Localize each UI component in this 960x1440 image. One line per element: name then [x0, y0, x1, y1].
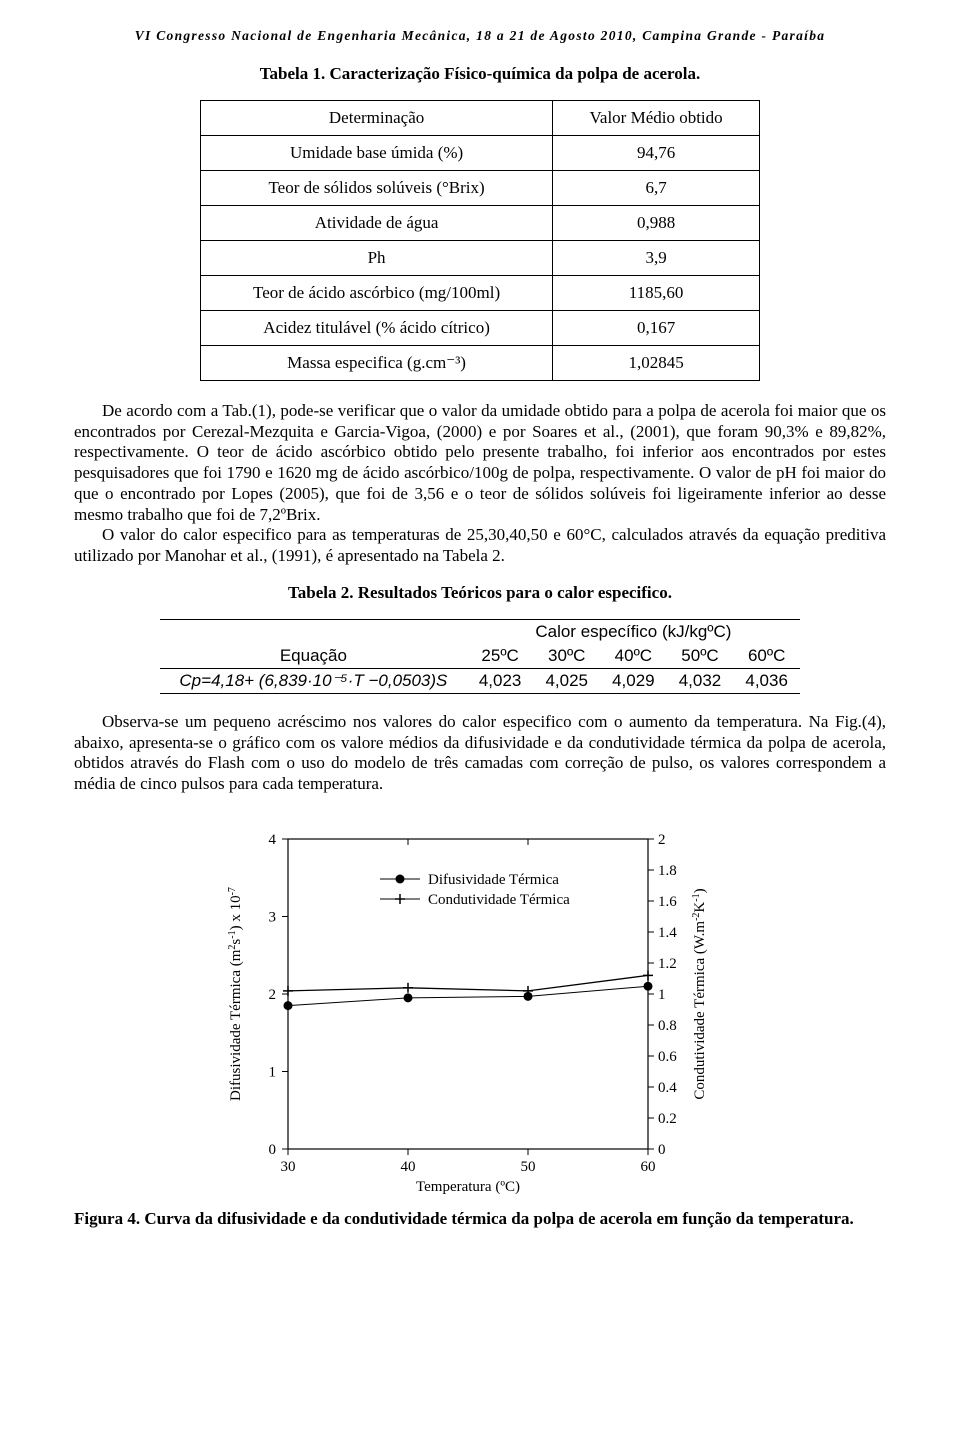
t1-r2-v: 0,988	[553, 206, 760, 241]
t2-v4: 4,032	[667, 668, 734, 693]
svg-text:0: 0	[269, 1142, 277, 1158]
table2: Calor específico (kJ/kgºC) Equação 25ºC …	[160, 619, 800, 694]
svg-text:1.2: 1.2	[658, 956, 677, 972]
svg-text:0.8: 0.8	[658, 1018, 677, 1034]
svg-text:0.6: 0.6	[658, 1049, 677, 1065]
svg-text:4: 4	[269, 832, 277, 848]
table1-caption: Tabela 1. Caracterização Físico-química …	[74, 64, 886, 84]
svg-text:Condutividade Térmica (W.m-2K-: Condutividade Térmica (W.m-2K-1)	[691, 888, 709, 1099]
paragraph-1: De acordo com a Tab.(1), pode-se verific…	[74, 401, 886, 525]
t1-r3-v: 3,9	[553, 241, 760, 276]
t2-c1: 25ºC	[467, 644, 534, 669]
svg-text:30: 30	[281, 1159, 296, 1175]
t2-super: Calor específico (kJ/kgºC)	[467, 619, 800, 644]
svg-text:1: 1	[658, 987, 666, 1003]
svg-text:2: 2	[269, 987, 277, 1003]
t1-r3-l: Ph	[201, 241, 553, 276]
t2-v2: 4,025	[533, 668, 600, 693]
t2-col0: Equação	[160, 644, 467, 669]
t1-r2-l: Atividade de água	[201, 206, 553, 241]
t2-eq: Cp=4,18+ (6,839·10⁻⁵·T −0,0503)S	[160, 668, 467, 693]
t2-c4: 50ºC	[667, 644, 734, 669]
table1: Determinação Valor Médio obtido Umidade …	[200, 100, 760, 381]
t1-r1-v: 6,7	[553, 171, 760, 206]
page-header: VI Congresso Nacional de Engenharia Mecâ…	[74, 28, 886, 44]
t1-r4-v: 1185,60	[553, 276, 760, 311]
t1-r4-l: Teor de ácido ascórbico (mg/100ml)	[201, 276, 553, 311]
svg-text:50: 50	[521, 1159, 536, 1175]
figure4-chart: 30 40 50 60 Temperatura (ºC) 0 1 2 3 4 Difusividad…	[200, 809, 760, 1199]
svg-text:0: 0	[658, 1142, 666, 1158]
svg-text:60: 60	[641, 1159, 656, 1175]
t1-r6-v: 1,02845	[553, 346, 760, 381]
svg-text:1.8: 1.8	[658, 863, 677, 879]
svg-text:1: 1	[269, 1064, 277, 1080]
t2-v5: 4,036	[733, 668, 800, 693]
svg-text:Condutividade Térmica: Condutividade Térmica	[428, 892, 570, 908]
t2-v1: 4,023	[467, 668, 534, 693]
svg-text:2: 2	[658, 832, 666, 848]
table2-caption: Tabela 2. Resultados Teóricos para o cal…	[74, 583, 886, 603]
svg-text:0.4: 0.4	[658, 1080, 677, 1096]
svg-text:0.2: 0.2	[658, 1111, 677, 1127]
t1-r1-l: Teor de sólidos solúveis (°Brix)	[201, 171, 553, 206]
t1-r5-v: 0,167	[553, 311, 760, 346]
svg-text:Temperatura (ºC): Temperatura (ºC)	[416, 1179, 520, 1195]
svg-text:40: 40	[401, 1159, 416, 1175]
svg-text:Difusividade Térmica (m2s-1) x: Difusividade Térmica (m2s-1) x 10-7	[227, 887, 245, 1101]
t2-v3: 4,029	[600, 668, 667, 693]
svg-text:1.6: 1.6	[658, 894, 677, 910]
t1-r0-v: 94,76	[553, 136, 760, 171]
t1-r0-l: Umidade base úmida (%)	[201, 136, 553, 171]
svg-text:3: 3	[269, 909, 277, 925]
t1-r6-l: Massa especifica (g.cm⁻³)	[201, 346, 553, 381]
figure4-caption: Figura 4. Curva da difusividade e da con…	[74, 1209, 886, 1229]
t1-head-right: Valor Médio obtido	[553, 101, 760, 136]
t1-r5-l: Acidez titulável (% ácido cítrico)	[201, 311, 553, 346]
t2-c3: 40ºC	[600, 644, 667, 669]
paragraph-2: O valor do calor especifico para as temp…	[74, 525, 886, 566]
svg-text:1.4: 1.4	[658, 925, 677, 941]
paragraph-3: Observa-se um pequeno acréscimo nos valo…	[74, 712, 886, 795]
t1-head-left: Determinação	[201, 101, 553, 136]
t2-c5: 60ºC	[733, 644, 800, 669]
svg-text:Difusividade Térmica: Difusividade Térmica	[428, 872, 559, 888]
t2-c2: 30ºC	[533, 644, 600, 669]
